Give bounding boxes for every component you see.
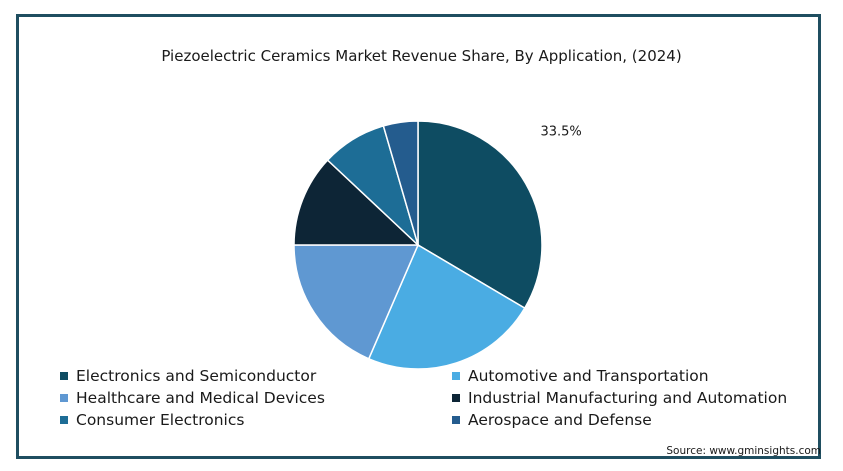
legend-item-industrial-manufacturing: Industrial Manufacturing and Automation	[452, 389, 787, 407]
chart-title: Piezoelectric Ceramics Market Revenue Sh…	[161, 47, 682, 65]
legend-label: Electronics and Semiconductor	[76, 367, 317, 385]
legend-item-automotive-transportation: Automotive and Transportation	[452, 367, 709, 385]
legend-item-electronics-semiconductor: Electronics and Semiconductor	[60, 367, 316, 385]
legend-item-healthcare-medical: Healthcare and Medical Devices	[60, 389, 325, 407]
pie-slice-industrial-manufacturing	[293, 159, 420, 246]
source-note: Source: www.gminsights.com	[666, 445, 821, 457]
legend-label: Aerospace and Defense	[468, 411, 652, 429]
pie-slice-aerospace-defense	[382, 120, 419, 246]
legend-label: Industrial Manufacturing and Automation	[468, 389, 788, 407]
legend-label: Healthcare and Medical Devices	[76, 389, 325, 407]
pie-slice-automotive-transportation	[367, 243, 526, 370]
legend-swatch	[452, 372, 460, 380]
pie-slice-healthcare-medical	[293, 244, 420, 360]
legend-label: Automotive and Transportation	[468, 367, 709, 385]
pie-slice-electronics-semiconductor	[417, 120, 543, 310]
legend-item-consumer-electronics: Consumer Electronics	[60, 411, 244, 429]
legend-swatch	[60, 372, 68, 380]
legend-swatch	[60, 416, 68, 424]
legend-label: Consumer Electronics	[76, 411, 245, 429]
legend-swatch	[452, 416, 460, 424]
legend-item-aerospace-defense: Aerospace and Defense	[452, 411, 652, 429]
legend-swatch	[452, 394, 460, 402]
data-label-electronics-semiconductor: 33.5%	[540, 125, 581, 140]
legend-swatch	[60, 394, 68, 402]
